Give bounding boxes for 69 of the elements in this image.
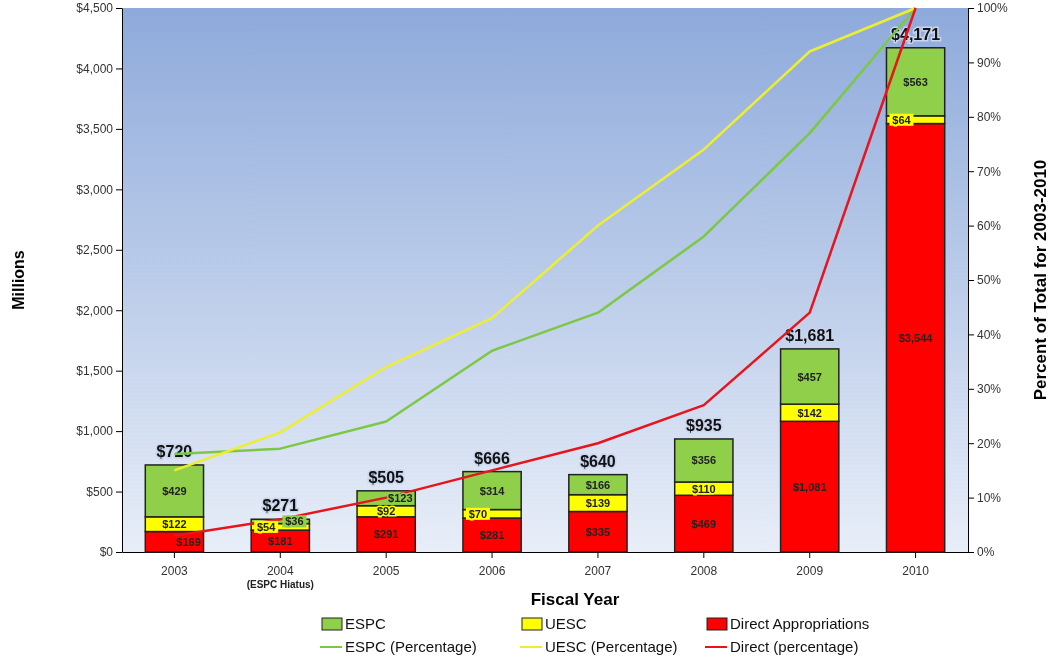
x-axis-title: Fiscal Year bbox=[530, 590, 620, 609]
data-label: $92 bbox=[377, 505, 396, 518]
data-label: $64 bbox=[892, 113, 912, 126]
data-label: $429 bbox=[162, 484, 187, 497]
y-tick-label: $3,500 bbox=[76, 122, 114, 137]
total-label: $271 bbox=[262, 497, 299, 515]
legend-label: UESC (Percentage) bbox=[545, 638, 678, 655]
y-tick-label: $4,500 bbox=[76, 1, 114, 16]
total-label: $505 bbox=[368, 468, 405, 486]
y2-tick-label: 40% bbox=[977, 327, 1002, 342]
legend-label: UESC bbox=[545, 615, 587, 632]
data-label: $291 bbox=[373, 528, 399, 541]
legend-label: Direct Appropriations bbox=[730, 615, 870, 632]
data-label: $457 bbox=[797, 370, 822, 383]
data-label: $142 bbox=[797, 406, 822, 419]
data-label: $563 bbox=[903, 75, 928, 88]
legend-label: ESPC bbox=[345, 615, 387, 632]
data-label: $122 bbox=[162, 518, 187, 531]
data-label: $70 bbox=[468, 507, 488, 520]
y2-axis-title: Percent of Total for 2003-2010 bbox=[1031, 159, 1050, 401]
y-tick-label: $3,000 bbox=[76, 182, 114, 197]
x-tick-label: 2007 bbox=[584, 564, 612, 579]
data-label: $281 bbox=[479, 529, 505, 542]
data-label: $3,544 bbox=[898, 331, 934, 344]
data-label: $181 bbox=[268, 535, 293, 548]
total-label: $666 bbox=[474, 449, 510, 467]
total-label: $640 bbox=[580, 452, 616, 470]
y-tick-label: $500 bbox=[86, 484, 114, 499]
data-label: $469 bbox=[691, 517, 717, 530]
text: (ESPC Hiatus) bbox=[246, 579, 314, 590]
x-tick-label: 2004 bbox=[266, 564, 294, 579]
y2-tick-label: 20% bbox=[977, 436, 1002, 451]
legend-label: Direct (percentage) bbox=[730, 638, 859, 655]
y2-tick-label: 10% bbox=[977, 490, 1002, 505]
data-label: $36 bbox=[285, 515, 304, 528]
total-label: $935 bbox=[686, 416, 722, 434]
data-label: $110 bbox=[691, 482, 716, 495]
y2-tick-label: 80% bbox=[977, 110, 1002, 125]
data-label: $123 bbox=[388, 492, 413, 505]
x-tick-label: 2009 bbox=[796, 564, 824, 579]
y-tick-label: $4,000 bbox=[76, 61, 114, 76]
x-tick-label: 2008 bbox=[690, 564, 718, 579]
data-label: $54 bbox=[257, 520, 277, 533]
x-tick-label: 2010 bbox=[902, 564, 930, 579]
data-label: $139 bbox=[585, 497, 611, 510]
y2-tick-label: 90% bbox=[977, 55, 1002, 70]
data-label: $314 bbox=[479, 484, 506, 497]
data-label: $166 bbox=[585, 478, 611, 491]
y2-tick-label: 60% bbox=[977, 218, 1002, 233]
x-tick-label: 2003 bbox=[161, 564, 189, 579]
total-label: $1,681 bbox=[785, 326, 835, 344]
y2-tick-label: 0% bbox=[977, 545, 995, 560]
y-axis-title: Millions bbox=[10, 250, 27, 310]
y-tick-label: $2,000 bbox=[76, 303, 114, 318]
y2-tick-label: 70% bbox=[977, 164, 1002, 179]
data-label: $169 bbox=[176, 535, 201, 548]
y2-tick-label: 30% bbox=[977, 382, 1002, 397]
y2-tick-label: 100% bbox=[977, 1, 1009, 16]
y-tick-label: $0 bbox=[99, 545, 114, 560]
data-label: $1,081 bbox=[792, 480, 827, 493]
legend-label: ESPC (Percentage) bbox=[345, 638, 477, 655]
y-tick-label: $2,500 bbox=[76, 243, 114, 258]
x-tick-label: 2005 bbox=[372, 564, 400, 579]
data-label: $356 bbox=[691, 454, 717, 467]
y2-tick-label: 50% bbox=[977, 273, 1002, 288]
y-tick-label: $1,000 bbox=[76, 424, 114, 439]
data-label: $335 bbox=[585, 525, 611, 538]
y-tick-label: $1,500 bbox=[76, 364, 114, 379]
x-tick-label: 2006 bbox=[478, 564, 506, 579]
